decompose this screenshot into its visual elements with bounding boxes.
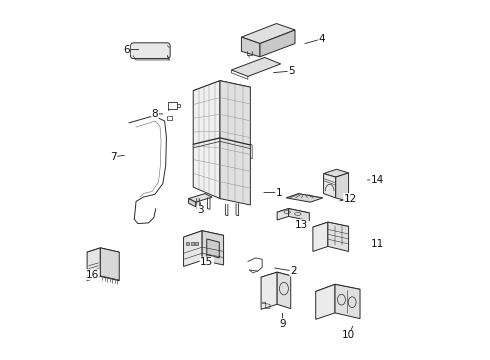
Polygon shape: [316, 284, 335, 319]
Polygon shape: [193, 81, 250, 97]
Text: 15: 15: [200, 257, 214, 267]
Text: 3: 3: [197, 205, 204, 215]
Text: 14: 14: [370, 175, 384, 185]
Text: 11: 11: [370, 239, 384, 249]
Text: 12: 12: [344, 194, 357, 203]
Polygon shape: [184, 231, 223, 242]
Text: 10: 10: [342, 330, 355, 341]
Polygon shape: [189, 194, 212, 202]
Text: 7: 7: [110, 152, 117, 162]
Polygon shape: [184, 231, 202, 266]
Polygon shape: [242, 37, 260, 57]
Polygon shape: [336, 173, 348, 202]
Bar: [195, 242, 198, 245]
Polygon shape: [261, 272, 291, 281]
Polygon shape: [323, 169, 348, 177]
Polygon shape: [87, 248, 119, 256]
Polygon shape: [189, 199, 196, 207]
FancyBboxPatch shape: [130, 43, 170, 59]
Text: 5: 5: [288, 66, 295, 76]
Bar: [186, 242, 189, 245]
Polygon shape: [231, 58, 281, 76]
Polygon shape: [313, 222, 348, 231]
Polygon shape: [277, 208, 289, 220]
Polygon shape: [87, 248, 100, 281]
Polygon shape: [277, 272, 291, 309]
Polygon shape: [289, 208, 309, 221]
Polygon shape: [202, 231, 223, 265]
Polygon shape: [220, 81, 250, 205]
Polygon shape: [313, 222, 328, 251]
Polygon shape: [323, 174, 336, 198]
Text: 2: 2: [290, 266, 296, 276]
Polygon shape: [335, 284, 360, 319]
Text: 4: 4: [318, 34, 325, 44]
Polygon shape: [316, 284, 360, 296]
Bar: [191, 242, 194, 245]
Polygon shape: [242, 23, 295, 44]
Polygon shape: [207, 239, 220, 258]
Polygon shape: [328, 222, 348, 251]
Text: 1: 1: [275, 188, 282, 198]
Polygon shape: [277, 208, 309, 216]
Polygon shape: [100, 248, 119, 281]
Text: 8: 8: [152, 109, 158, 119]
Polygon shape: [193, 81, 220, 199]
Polygon shape: [286, 194, 323, 202]
Polygon shape: [260, 30, 295, 57]
Text: 16: 16: [86, 270, 99, 280]
Text: 13: 13: [295, 220, 308, 230]
Text: 9: 9: [279, 319, 286, 329]
Text: 6: 6: [123, 45, 130, 55]
Polygon shape: [261, 272, 277, 309]
